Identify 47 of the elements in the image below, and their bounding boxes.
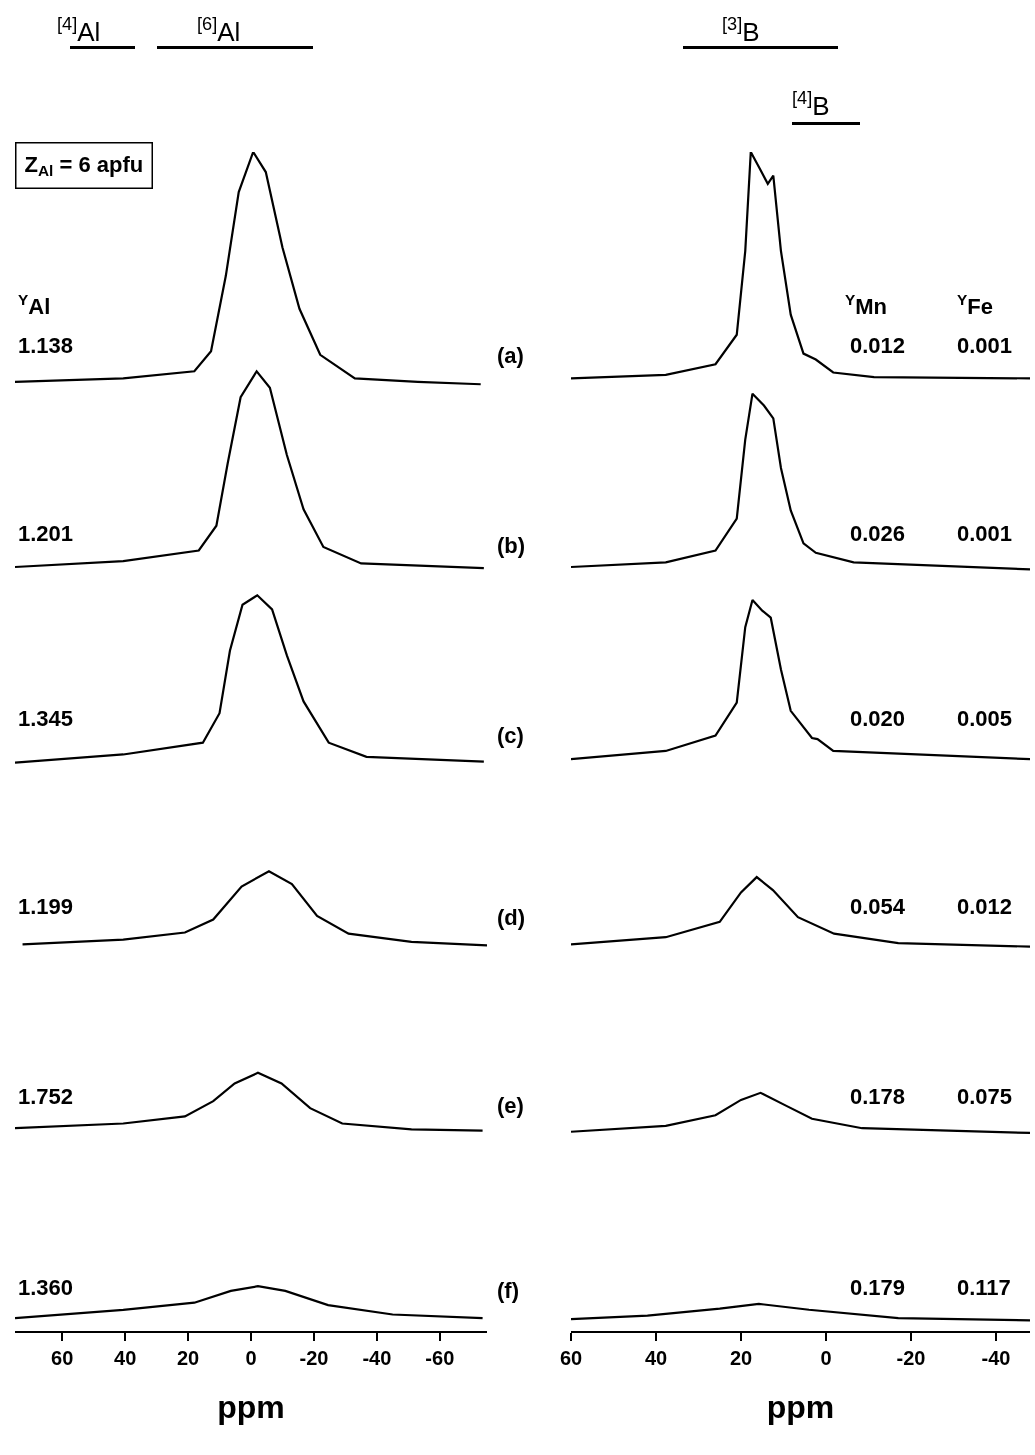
annotation: 0.020 — [850, 706, 906, 731]
annotation: 0.012 — [957, 894, 1013, 919]
annotation: $^{Y}$Fe — [957, 291, 993, 320]
text: $^{[3]}$B — [722, 14, 760, 47]
text: (d) — [497, 905, 526, 930]
x-tick-label: 60 — [51, 1347, 74, 1369]
x-tick-label: 40 — [644, 1347, 668, 1369]
annotation: 0.178 — [850, 1084, 906, 1109]
text: (e) — [497, 1093, 524, 1118]
x-tick-label: 20 — [176, 1347, 200, 1369]
x-tick-label: -40 — [981, 1347, 1011, 1369]
x-tick-label: -20 — [299, 1347, 329, 1369]
annotation: 0.026 — [850, 521, 906, 546]
x-tick-label: 0 — [245, 1347, 257, 1369]
annotation: Z$_{Al}$ = 6 apfu — [24, 151, 144, 180]
annotation: $^{Y}$Al — [18, 291, 51, 320]
x-tick-label: -20 — [896, 1347, 926, 1369]
text: (a) — [497, 343, 524, 368]
x-axis-title: ppm — [766, 1389, 835, 1426]
annotation: 1.345 — [18, 706, 74, 731]
x-tick-label: -60 — [425, 1347, 455, 1369]
annotation: 1.199 — [18, 894, 74, 919]
annotation: 0.001 — [957, 521, 1013, 546]
x-tick-label: 20 — [729, 1347, 753, 1369]
text: $^{[6]}$Al — [197, 14, 241, 47]
annotation: 0.179 — [850, 1275, 906, 1300]
text: $^{[4]}$B — [792, 88, 830, 121]
text: $^{[4]}$Al — [57, 14, 101, 47]
annotation: $^{Y}$Mn — [845, 291, 888, 320]
annotation: 1.752 — [18, 1084, 74, 1109]
annotation: 0.005 — [957, 706, 1013, 731]
text: (f) — [497, 1278, 519, 1303]
annotation: 1.138 — [18, 333, 74, 358]
x-tick-label: 40 — [114, 1347, 137, 1369]
annotation: 1.201 — [18, 521, 74, 546]
annotation: 1.360 — [18, 1275, 74, 1300]
text: (b) — [497, 533, 526, 558]
annotation: 0.117 — [957, 1275, 1011, 1300]
annotation: 0.054 — [850, 894, 906, 919]
annotation: 0.075 — [957, 1084, 1013, 1109]
x-tick-label: 0 — [820, 1347, 832, 1369]
x-axis-title: ppm — [217, 1389, 285, 1426]
text: (c) — [497, 723, 524, 748]
annotation: 0.012 — [850, 333, 906, 358]
x-tick-label: -40 — [362, 1347, 392, 1369]
x-tick-label: 60 — [559, 1347, 583, 1369]
annotation: 0.001 — [957, 333, 1013, 358]
